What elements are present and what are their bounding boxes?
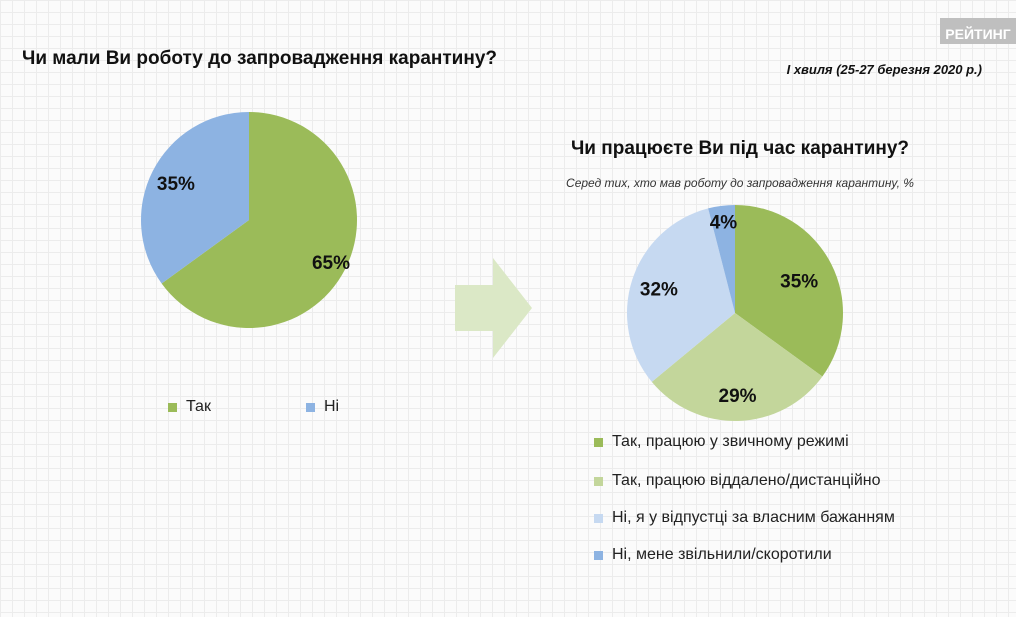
legend2-item-0: Так, працюю у звичному режимі <box>594 433 849 451</box>
legend-swatch <box>594 550 603 560</box>
chart2-title: Чи працюєте Ви під час карантину? <box>570 138 910 159</box>
pie-slice <box>626 208 735 382</box>
pie-slice <box>735 205 844 377</box>
legend-swatch <box>168 402 177 412</box>
data-label: 35% <box>780 271 818 292</box>
legend2-item-3: Ні, мене звільнили/скоротили <box>594 546 832 564</box>
right-arrow-icon <box>455 258 532 358</box>
legend2-item-1: Так, працюю віддалено/дистанційно <box>594 472 881 490</box>
data-label: 4% <box>710 213 738 234</box>
legend-item-no: Ні <box>306 398 339 416</box>
pie-slice <box>708 205 735 313</box>
pie-slice <box>651 313 823 421</box>
legend-label: Так, працюю віддалено/дистанційно <box>612 472 881 489</box>
legend-label: Ні, мене звільнили/скоротили <box>612 546 832 563</box>
data-label: 65% <box>312 253 350 274</box>
chart2-subtitle: Серед тих, хто мав роботу до запроваджен… <box>566 176 914 190</box>
data-label: 29% <box>719 386 757 407</box>
legend2-item-2: Ні, я у відпустці за власним бажанням <box>594 509 895 527</box>
legend-swatch <box>594 437 603 447</box>
legend-label: Ні <box>324 398 340 415</box>
data-label: 32% <box>640 279 678 300</box>
brand-logo: РЕЙТИНГ <box>940 18 1016 44</box>
legend-label: Так, працюю у звичному режимі <box>612 433 849 450</box>
legend-item-yes: Так <box>168 398 211 416</box>
wave-label: І хвиля (25-27 березня 2020 р.) <box>786 62 982 77</box>
pie-chart-2: 35% 29% 32% 4% <box>626 205 844 421</box>
chart1-title: Чи мали Ви роботу до запровадження каран… <box>22 48 498 69</box>
legend-label: Ні, я у відпустці за власним бажанням <box>612 509 895 526</box>
legend-swatch <box>594 476 603 486</box>
legend-label: Так <box>186 398 211 415</box>
data-label: 35% <box>157 174 195 195</box>
pie-slice <box>140 112 249 284</box>
pie-slice <box>161 112 357 328</box>
pie-chart-1: 65% 35% <box>140 112 357 328</box>
legend-swatch <box>594 513 603 523</box>
legend-swatch <box>306 402 315 412</box>
